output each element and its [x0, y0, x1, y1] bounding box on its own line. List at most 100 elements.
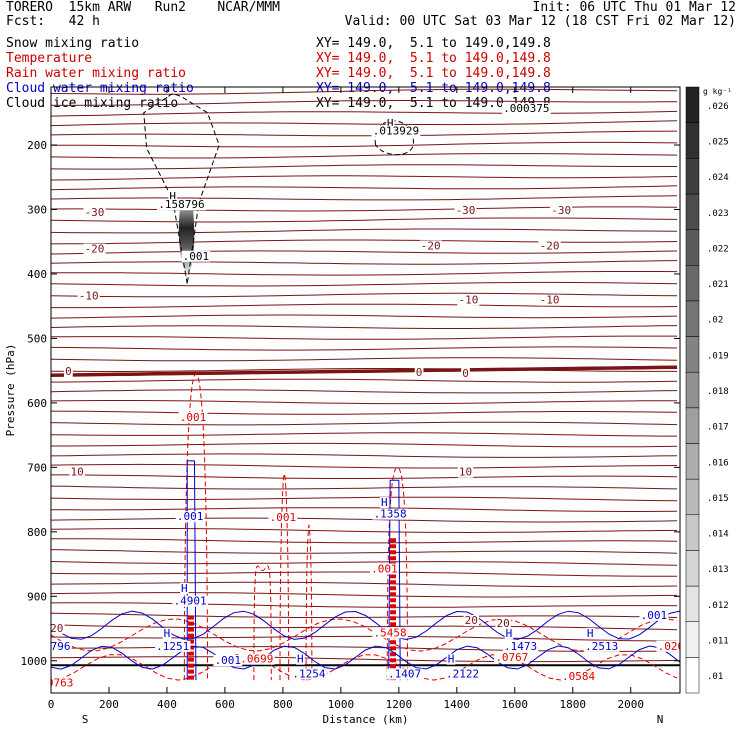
temperature-label: -10	[540, 294, 560, 307]
cloud-water-label: .001	[177, 510, 204, 523]
colorbar-label: .011	[707, 637, 729, 647]
temperature-contour	[51, 175, 678, 181]
temperature-label-bg	[538, 240, 561, 252]
cloud-water-label: H	[448, 653, 455, 666]
temperature-label-bg	[83, 243, 106, 255]
rain-label-bg	[369, 563, 399, 575]
cloud-water-label: H	[381, 496, 388, 509]
legend-label-4: Cloud ice mixing ratio	[6, 96, 179, 111]
cloud-water-label-bg	[291, 668, 327, 680]
rain-label: .001	[180, 411, 207, 424]
cloud-water-label-bg	[162, 627, 172, 639]
colorbar-swatch	[685, 193, 700, 230]
temperature-label-bg	[64, 366, 73, 378]
temperature-contour	[51, 88, 678, 95]
temperature-contour	[51, 517, 678, 523]
snow-label: .000375	[503, 102, 549, 115]
rain-contour	[51, 618, 678, 652]
rain-contour	[279, 473, 290, 681]
temperature-label: -10	[458, 294, 478, 307]
temperature-contour	[51, 335, 678, 340]
temperature-label: -30	[551, 204, 571, 217]
colorbar-swatch	[685, 264, 700, 302]
temperature-contour	[51, 463, 678, 469]
rain-label-bg	[494, 651, 530, 663]
y-tick-label: 900	[27, 590, 47, 603]
temperature-contour	[51, 141, 678, 148]
rain-contour	[305, 524, 313, 681]
temperature-label: -10	[79, 290, 99, 303]
cloud-water-label-bg	[51, 640, 72, 652]
y-tick-label: 700	[27, 461, 47, 474]
cloud-water-label-bg	[585, 627, 595, 639]
temperature-label-bg	[419, 240, 442, 252]
legend-xy-0: XY= 149.0, 5.1 to 149.0,149.8	[316, 36, 551, 51]
colorbar-label: .019	[707, 351, 729, 361]
colorbar-swatch	[685, 86, 700, 123]
cloud-water-label-bg	[295, 653, 305, 665]
colorbar-swatch	[685, 229, 700, 266]
temperature-label-bg	[495, 618, 511, 630]
rain-label: .0699	[240, 653, 273, 666]
cloud-water-label-bg	[502, 640, 539, 652]
x-tick-label: 0	[48, 698, 55, 711]
temperature-label: 20	[497, 617, 510, 630]
snow-label-bg	[385, 117, 395, 129]
rain-label-bg	[178, 411, 208, 423]
y-tick-label: 600	[27, 397, 47, 410]
colorbar-label: .025	[707, 137, 729, 147]
snow-label-bg	[181, 250, 211, 262]
x-tick-label: 1200	[386, 698, 413, 711]
temperature-contour	[51, 474, 678, 479]
x-tick-label: 1800	[560, 698, 587, 711]
temperature-contour	[51, 195, 678, 201]
cloud-water-label-bg	[583, 640, 620, 652]
temperature-label-bg	[538, 294, 561, 306]
temperature-contour	[51, 528, 678, 534]
temperature-contour	[51, 281, 678, 287]
temperature-label-bg	[51, 622, 65, 634]
colorbar-label: .017	[707, 423, 729, 433]
colorbar-label: .01	[707, 672, 723, 682]
temperature-label: -30	[85, 206, 105, 219]
temperature-label-bg	[69, 466, 85, 478]
temperature-label: -20	[540, 239, 560, 252]
snow-label: .001	[183, 250, 210, 263]
temperature-label: 20	[465, 614, 478, 627]
rain-label-bg	[372, 627, 408, 639]
temperature-contour	[51, 260, 678, 265]
temperature-label-bg	[454, 205, 477, 217]
colorbar-label: .014	[707, 530, 729, 540]
snow-label-bg	[501, 103, 551, 115]
cloud-water-label-bg	[372, 508, 408, 520]
temperature-contour	[51, 561, 678, 566]
temperature-contour	[51, 153, 678, 159]
cloud-water-label: H	[506, 627, 513, 640]
x-tick-label: 1600	[502, 698, 529, 711]
rain-label: .0584	[562, 670, 595, 683]
temperature-contour	[51, 453, 678, 458]
legend-label-0: Snow mixing ratio	[6, 36, 140, 51]
temperature-label: 0	[65, 365, 72, 378]
temperature-contour	[51, 549, 678, 554]
temperature-label-bg	[463, 615, 479, 627]
colorbar-swatch	[685, 122, 700, 159]
cloud-water-label: .1473	[504, 640, 537, 653]
temperature-contour	[51, 110, 678, 117]
temperature-contour	[51, 592, 678, 598]
cloud-water-label: .001	[215, 654, 242, 667]
colorbar-label: .02	[707, 316, 723, 326]
temperature-contour	[51, 656, 678, 663]
temperature-contour	[51, 421, 678, 426]
temperature-contour	[51, 368, 678, 372]
cloud-water-label: H	[181, 582, 188, 595]
colorbar-label: .018	[707, 387, 729, 397]
temperature-contour	[51, 507, 678, 512]
snow-label: H	[387, 117, 394, 130]
temperature-contour	[51, 217, 678, 223]
cloud-water-label: H	[587, 627, 594, 640]
legend-label-1: Temperature	[6, 51, 93, 66]
temperature-contour	[51, 130, 678, 137]
colorbar-swatch	[685, 657, 700, 694]
temperature-contour	[51, 164, 678, 170]
